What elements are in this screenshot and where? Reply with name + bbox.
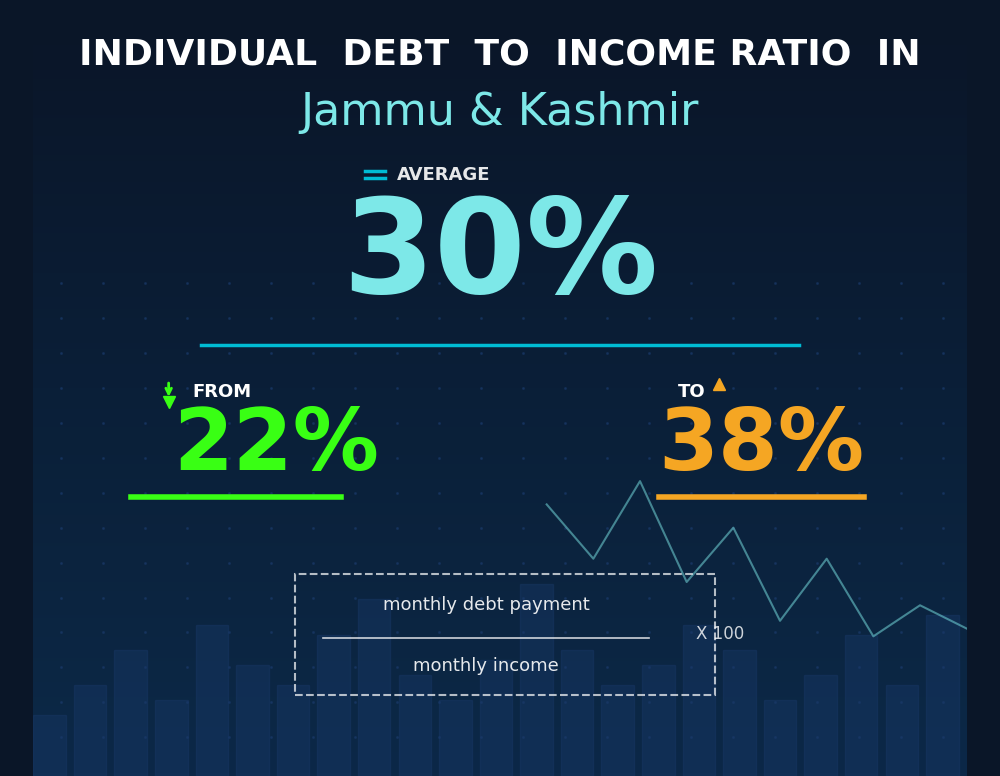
Bar	[236, 665, 269, 776]
Bar	[723, 650, 756, 776]
Bar	[845, 635, 877, 776]
Bar	[764, 700, 796, 776]
Bar	[277, 685, 309, 776]
Bar	[480, 660, 512, 776]
Bar	[33, 715, 66, 776]
Text: 22%: 22%	[173, 405, 379, 487]
Bar	[804, 675, 837, 776]
Bar	[439, 700, 472, 776]
Text: monthly income: monthly income	[413, 656, 559, 675]
Text: TO: TO	[678, 383, 705, 401]
Text: FROM: FROM	[192, 383, 251, 401]
Bar	[561, 650, 593, 776]
Text: X 100: X 100	[696, 625, 744, 643]
Text: Jammu & Kashmir: Jammu & Kashmir	[301, 91, 699, 134]
Bar	[642, 665, 675, 776]
Bar	[886, 685, 918, 776]
Bar	[196, 625, 228, 776]
Bar	[358, 599, 390, 776]
Bar	[601, 685, 634, 776]
Bar	[155, 700, 188, 776]
Text: INDIVIDUAL  DEBT  TO  INCOME RATIO  IN: INDIVIDUAL DEBT TO INCOME RATIO IN	[79, 37, 921, 71]
Bar	[520, 584, 553, 776]
Bar	[317, 635, 350, 776]
Bar	[683, 625, 715, 776]
Bar	[926, 615, 959, 776]
Text: AVERAGE: AVERAGE	[397, 165, 491, 184]
Text: monthly debt payment: monthly debt payment	[383, 596, 589, 615]
Text: 30%: 30%	[342, 192, 658, 320]
Text: 38%: 38%	[659, 405, 865, 487]
Bar	[114, 650, 147, 776]
Bar	[399, 675, 431, 776]
Bar	[74, 685, 106, 776]
